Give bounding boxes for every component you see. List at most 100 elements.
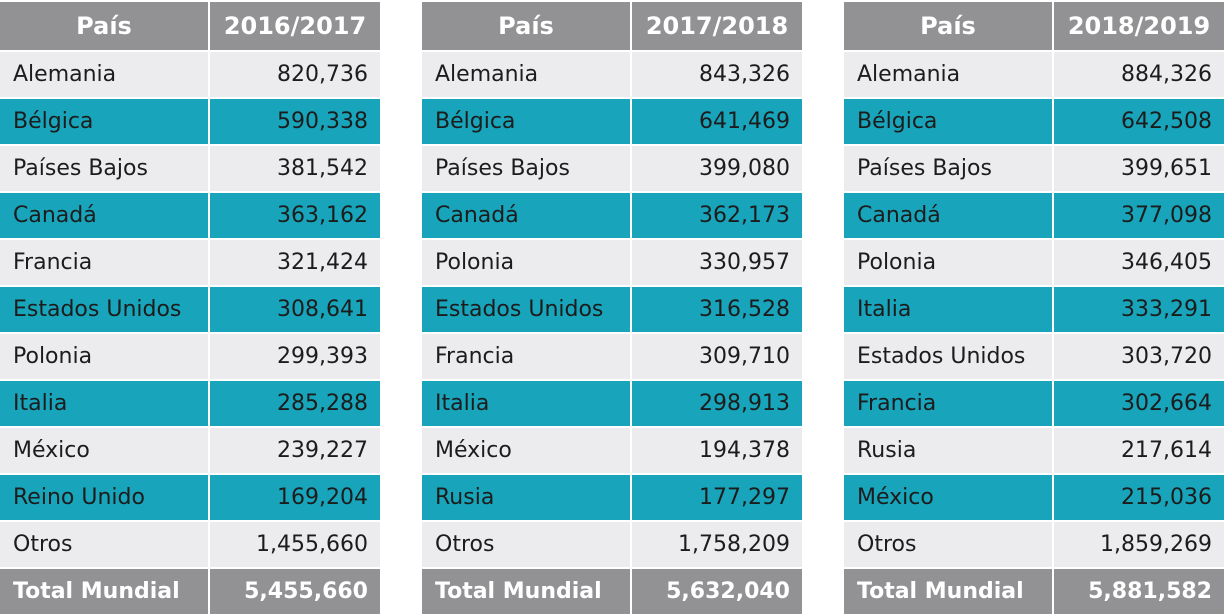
country-cell: Canadá (844, 193, 1054, 238)
table-row: Italia 333,291 (844, 287, 1224, 334)
country-cell: México (0, 428, 210, 473)
country-cell: Países Bajos (422, 146, 632, 191)
value-cell: 217,614 (1121, 438, 1212, 463)
table-row: Francia 302,664 (844, 381, 1224, 428)
table-row: Canadá 377,098 (844, 193, 1224, 240)
country-cell: Países Bajos (844, 146, 1054, 191)
country-cell: Bélgica (844, 99, 1054, 144)
table-header: País 2017/2018 (422, 2, 802, 52)
value-cell: 333,291 (1121, 297, 1212, 322)
country-cell: Rusia (422, 475, 632, 520)
country-cell: Polonia (422, 240, 632, 285)
header-country: País (844, 2, 1054, 50)
country-cell: Alemania (0, 52, 210, 97)
country-cell: Estados Unidos (0, 287, 210, 332)
value-cell: 215,036 (1121, 485, 1212, 510)
table-row: Rusia 177,297 (422, 475, 802, 522)
value-cell: 1,455,660 (256, 532, 368, 557)
country-cell: Otros (0, 522, 210, 567)
country-cell: Canadá (422, 193, 632, 238)
header-country: País (422, 2, 632, 50)
country-cell: Francia (422, 334, 632, 379)
country-cell: Polonia (844, 240, 1054, 285)
value-cell: 1,758,209 (678, 532, 790, 557)
header-year: 2016/2017 (223, 12, 367, 40)
country-cell: Francia (844, 381, 1054, 426)
value-cell: 177,297 (699, 485, 790, 510)
total-label: Total Mundial (0, 569, 210, 614)
header-year: 2017/2018 (645, 12, 789, 40)
value-cell: 884,326 (1121, 62, 1212, 87)
value-cell: 321,424 (277, 250, 368, 275)
country-cell: Francia (0, 240, 210, 285)
table-row: Reino Unido 169,204 (0, 475, 380, 522)
total-row: Total Mundial 5,881,582 (844, 569, 1224, 614)
table-row: Canadá 363,162 (0, 193, 380, 240)
value-cell: 399,651 (1121, 156, 1212, 181)
country-cell: Italia (422, 381, 632, 426)
table-row: Alemania 843,326 (422, 52, 802, 99)
value-cell: 308,641 (277, 297, 368, 322)
table-row: Otros 1,859,269 (844, 522, 1224, 569)
table-row: Alemania 884,326 (844, 52, 1224, 99)
country-cell: Italia (844, 287, 1054, 332)
value-cell: 362,173 (699, 203, 790, 228)
table-row: México 194,378 (422, 428, 802, 475)
value-cell: 381,542 (277, 156, 368, 181)
value-cell: 377,098 (1121, 203, 1212, 228)
value-cell: 642,508 (1121, 109, 1212, 134)
table-row: Estados Unidos 308,641 (0, 287, 380, 334)
value-cell: 194,378 (699, 438, 790, 463)
total-label: Total Mundial (844, 569, 1054, 614)
table-row: Italia 285,288 (0, 381, 380, 428)
country-cell: Canadá (0, 193, 210, 238)
table-row: Estados Unidos 303,720 (844, 334, 1224, 381)
total-value: 5,632,040 (666, 579, 790, 604)
table-row: Bélgica 590,338 (0, 99, 380, 146)
country-cell: México (422, 428, 632, 473)
country-cell: Reino Unido (0, 475, 210, 520)
value-cell: 399,080 (699, 156, 790, 181)
table-row: Canadá 362,173 (422, 193, 802, 240)
country-cell: Alemania (422, 52, 632, 97)
table-header: País 2018/2019 (844, 2, 1224, 52)
table-row: Italia 298,913 (422, 381, 802, 428)
value-cell: 363,162 (277, 203, 368, 228)
table-row: Francia 309,710 (422, 334, 802, 381)
table-row: Países Bajos 381,542 (0, 146, 380, 193)
header-country: País (0, 2, 210, 50)
table-row: Polonia 330,957 (422, 240, 802, 287)
country-cell: Bélgica (422, 99, 632, 144)
value-cell: 298,913 (699, 391, 790, 416)
country-cell: Estados Unidos (422, 287, 632, 332)
country-cell: Italia (0, 381, 210, 426)
value-cell: 641,469 (699, 109, 790, 134)
country-cell: Estados Unidos (844, 334, 1054, 379)
country-cell: Rusia (844, 428, 1054, 473)
table-row: Países Bajos 399,080 (422, 146, 802, 193)
table-row: Estados Unidos 316,528 (422, 287, 802, 334)
country-cell: Alemania (844, 52, 1054, 97)
value-cell: 239,227 (277, 438, 368, 463)
value-cell: 843,326 (699, 62, 790, 87)
value-cell: 299,393 (277, 344, 368, 369)
value-cell: 316,528 (699, 297, 790, 322)
table-row: México 239,227 (0, 428, 380, 475)
country-cell: Otros (844, 522, 1054, 567)
value-cell: 169,204 (277, 485, 368, 510)
table-header: País 2016/2017 (0, 2, 380, 52)
country-cell: México (844, 475, 1054, 520)
table-row: Polonia 299,393 (0, 334, 380, 381)
table-row: Bélgica 641,469 (422, 99, 802, 146)
total-value: 5,455,660 (244, 579, 368, 604)
country-table: País 2016/2017 Alemania 820,736 Bélgica 590,3… (0, 2, 380, 614)
table-row: Francia 321,424 (0, 240, 380, 287)
country-table: País 2017/2018 Alemania 843,326 Bélgica 641,4… (422, 2, 802, 614)
total-row: Total Mundial 5,632,040 (422, 569, 802, 614)
value-cell: 1,859,269 (1100, 532, 1212, 557)
value-cell: 330,957 (699, 250, 790, 275)
value-cell: 285,288 (277, 391, 368, 416)
value-cell: 346,405 (1121, 250, 1212, 275)
value-cell: 309,710 (699, 344, 790, 369)
value-cell: 303,720 (1121, 344, 1212, 369)
